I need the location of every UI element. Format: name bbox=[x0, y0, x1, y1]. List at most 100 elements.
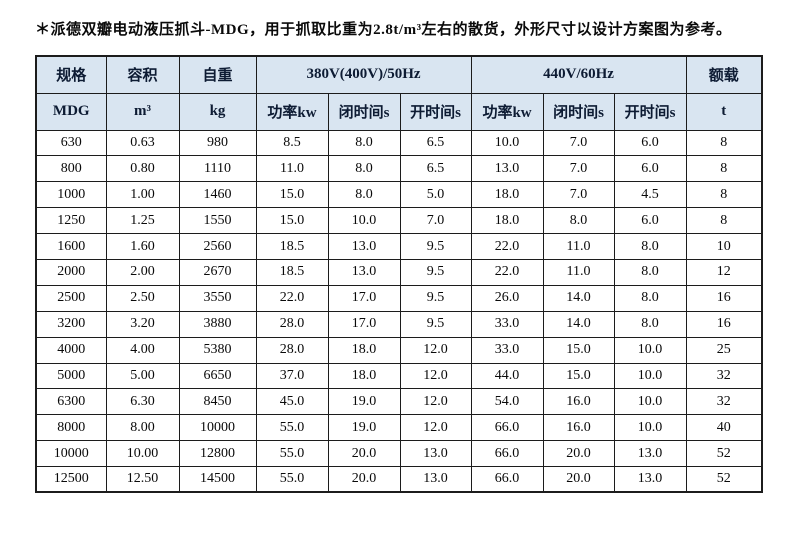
table-cell: 7.0 bbox=[542, 129, 615, 157]
table-cell: 13.0 bbox=[327, 258, 401, 286]
table-cell: 45.0 bbox=[255, 388, 329, 416]
table-cell: 55.0 bbox=[255, 466, 329, 493]
table-cell: 10.0 bbox=[613, 414, 687, 442]
table-row: 6300 6.30 8450 45.0 19.0 12.0 54.0 16.0 10.0 32 bbox=[35, 388, 763, 416]
table-cell: 8.0 bbox=[542, 207, 615, 235]
table-cell: 14.0 bbox=[542, 310, 615, 338]
header-spec: 规格 bbox=[35, 55, 107, 94]
subheader-close-time-440: 闭时间s bbox=[542, 92, 615, 131]
table-cell: 10 bbox=[685, 233, 763, 260]
table-cell: 52 bbox=[685, 440, 763, 468]
table-cell: 16.0 bbox=[542, 388, 615, 416]
table-row: 1600 1.60 2560 18.5 13.0 9.5 22.0 11.0 8.0 10 bbox=[35, 233, 763, 260]
table-cell: 6.30 bbox=[105, 388, 180, 416]
table-cell: 1.60 bbox=[105, 233, 180, 260]
table-cell: 4000 bbox=[35, 336, 107, 364]
table-cell: 33.0 bbox=[470, 310, 544, 338]
table-cell: 15.0 bbox=[255, 207, 329, 235]
table-cell: 12.0 bbox=[399, 362, 472, 390]
table-cell: 6650 bbox=[178, 362, 257, 390]
table-cell: 13.0 bbox=[399, 440, 472, 468]
table-cell: 2000 bbox=[35, 258, 107, 286]
table-cell: 13.0 bbox=[470, 155, 544, 183]
table-cell: 1250 bbox=[35, 207, 107, 235]
table-cell: 28.0 bbox=[255, 310, 329, 338]
subheader-volume-unit: m³ bbox=[105, 92, 180, 131]
table-cell: 8.0 bbox=[613, 233, 687, 260]
table-cell: 55.0 bbox=[255, 414, 329, 442]
table-cell: 22.0 bbox=[470, 233, 544, 260]
table-cell: 10000 bbox=[35, 440, 107, 468]
table-cell: 630 bbox=[35, 129, 107, 157]
table-cell: 5000 bbox=[35, 362, 107, 390]
table-cell: 8.0 bbox=[327, 155, 401, 183]
table-cell: 8.0 bbox=[327, 129, 401, 157]
table-cell: 12.50 bbox=[105, 466, 180, 493]
table-cell: 11.0 bbox=[542, 233, 615, 260]
table-cell: 7.0 bbox=[542, 155, 615, 183]
table-cell: 15.0 bbox=[542, 336, 615, 364]
table-cell: 8 bbox=[685, 181, 763, 209]
header-load: 额载 bbox=[685, 55, 763, 94]
table-cell: 0.63 bbox=[105, 129, 180, 157]
table-cell: 8.0 bbox=[613, 258, 687, 286]
table-cell: 10.00 bbox=[105, 440, 180, 468]
header-440v-group: 440V/60Hz bbox=[470, 55, 687, 94]
table-cell: 14500 bbox=[178, 466, 257, 493]
page: ＊派德双瓣电动液压抓斗-MDG，用于抓取比重为2.8t/m³左右的散货，外形尺寸… bbox=[35, 22, 764, 494]
header-volume: 容积 bbox=[105, 55, 180, 94]
table-cell: 26.0 bbox=[470, 284, 544, 312]
table-cell: 10.0 bbox=[613, 388, 687, 416]
table-cell: 6.0 bbox=[613, 129, 687, 157]
table-cell: 1550 bbox=[178, 207, 257, 235]
table-cell: 17.0 bbox=[327, 310, 401, 338]
table-cell: 1460 bbox=[178, 181, 257, 209]
table-cell: 6.0 bbox=[613, 155, 687, 183]
table-cell: 40 bbox=[685, 414, 763, 442]
table-cell: 3.20 bbox=[105, 310, 180, 338]
table-cell: 12.0 bbox=[399, 414, 472, 442]
table-row: 800 0.80 1110 11.0 8.0 6.5 13.0 7.0 6.0 8 bbox=[35, 155, 763, 183]
table-cell: 16.0 bbox=[542, 414, 615, 442]
table-cell: 10000 bbox=[178, 414, 257, 442]
table-cell: 44.0 bbox=[470, 362, 544, 390]
table-cell: 52 bbox=[685, 466, 763, 493]
table-cell: 32 bbox=[685, 362, 763, 390]
subheader-weight-unit: kg bbox=[178, 92, 257, 131]
table-cell: 9.5 bbox=[399, 258, 472, 286]
table-header: 规格 容积 自重 380V(400V)/50Hz 440V/60Hz 额载 MD… bbox=[35, 55, 763, 131]
table-cell: 3200 bbox=[35, 310, 107, 338]
table-row: 3200 3.20 3880 28.0 17.0 9.5 33.0 14.0 8.0 16 bbox=[35, 310, 763, 338]
table-cell: 4.5 bbox=[613, 181, 687, 209]
table-cell: 9.5 bbox=[399, 233, 472, 260]
table-cell: 66.0 bbox=[470, 414, 544, 442]
spec-table: 规格 容积 自重 380V(400V)/50Hz 440V/60Hz 额载 MD… bbox=[35, 55, 764, 494]
table-cell: 12500 bbox=[35, 466, 107, 493]
table-cell: 12 bbox=[685, 258, 763, 286]
table-cell: 5380 bbox=[178, 336, 257, 364]
table-cell: 10.0 bbox=[470, 129, 544, 157]
subheader-power-440: 功率kw bbox=[470, 92, 544, 131]
subheader-load-unit: t bbox=[685, 92, 763, 131]
table-cell: 2.50 bbox=[105, 284, 180, 312]
table-cell: 13.0 bbox=[613, 466, 687, 493]
table-cell: 7.0 bbox=[542, 181, 615, 209]
subheader-power-380: 功率kw bbox=[255, 92, 329, 131]
table-cell: 12.0 bbox=[399, 388, 472, 416]
table-cell: 18.0 bbox=[470, 207, 544, 235]
table-cell: 18.5 bbox=[255, 233, 329, 260]
table-body: 630 0.63 980 8.5 8.0 6.5 10.0 7.0 6.0 8 800 0.80 111… bbox=[35, 129, 763, 493]
table-cell: 22.0 bbox=[470, 258, 544, 286]
table-cell: 800 bbox=[35, 155, 107, 183]
table-cell: 16 bbox=[685, 310, 763, 338]
table-row: 2500 2.50 3550 22.0 17.0 9.5 26.0 14.0 8.0 16 bbox=[35, 284, 763, 312]
table-cell: 12.0 bbox=[399, 336, 472, 364]
table-row: 630 0.63 980 8.5 8.0 6.5 10.0 7.0 6.0 8 bbox=[35, 129, 763, 157]
table-cell: 66.0 bbox=[470, 440, 544, 468]
table-cell: 17.0 bbox=[327, 284, 401, 312]
table-cell: 8.0 bbox=[327, 181, 401, 209]
subheader-open-time-380: 开时间s bbox=[399, 92, 472, 131]
table-cell: 980 bbox=[178, 129, 257, 157]
table-cell: 8.00 bbox=[105, 414, 180, 442]
table-cell: 19.0 bbox=[327, 414, 401, 442]
